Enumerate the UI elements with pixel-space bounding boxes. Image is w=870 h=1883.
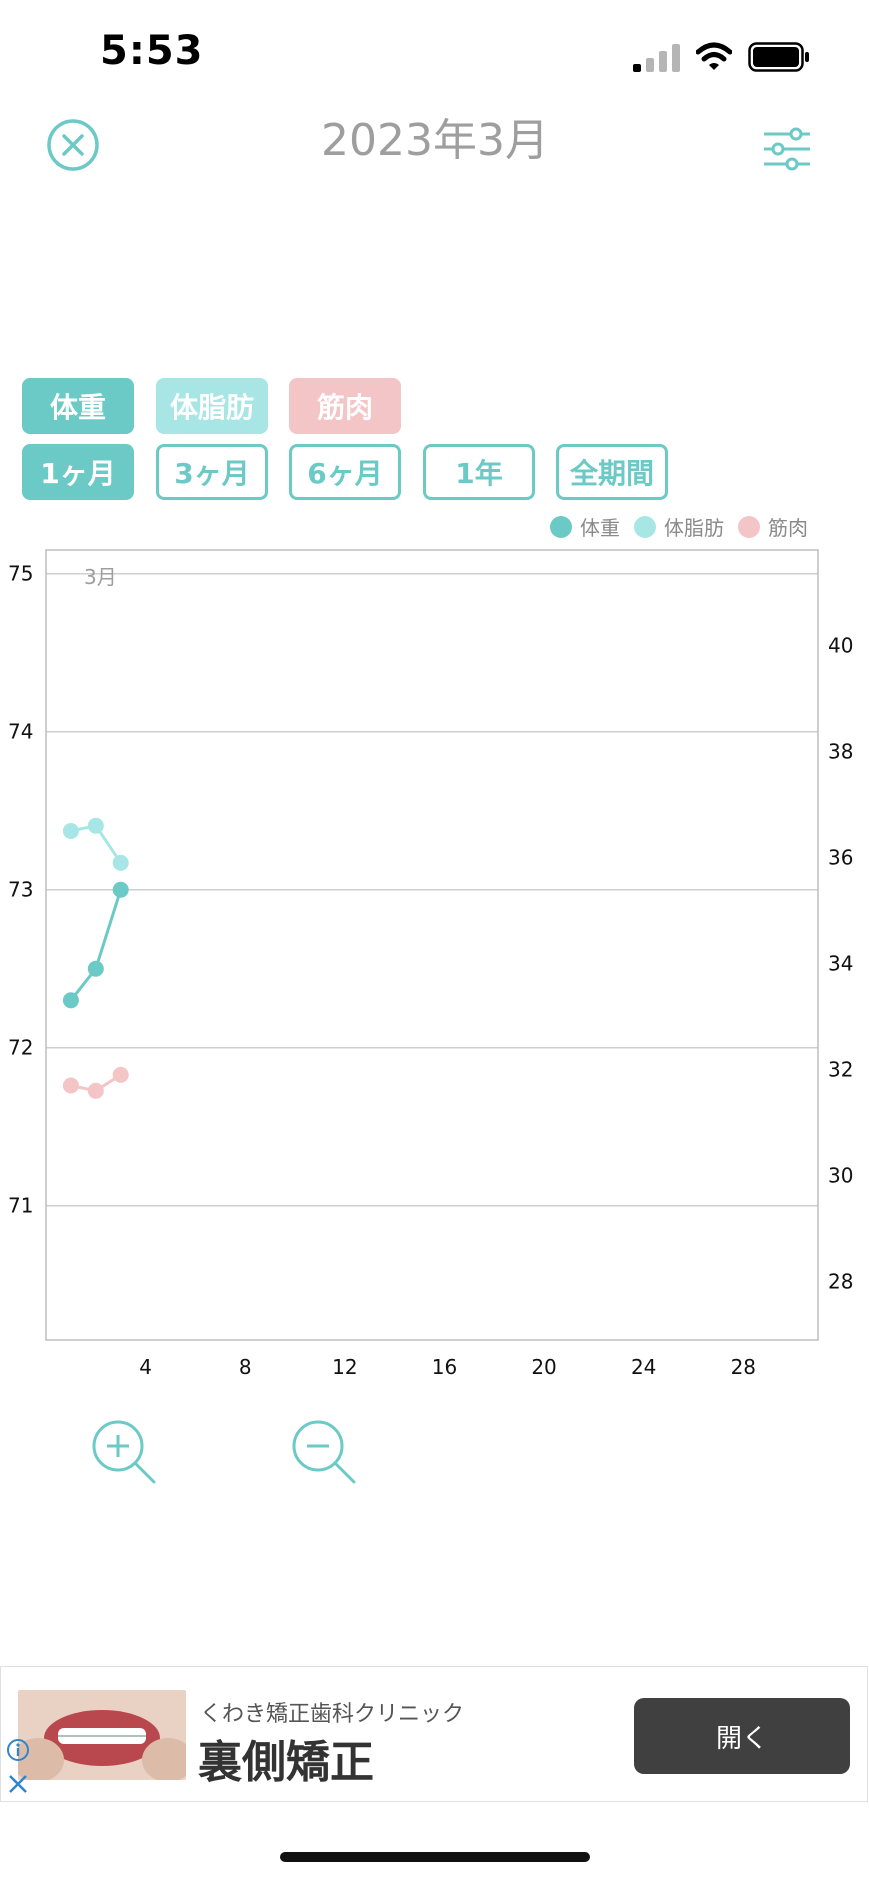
y-left-tick-label: 74 xyxy=(8,720,33,744)
legend-item-weight: 体重 xyxy=(550,512,620,541)
y-left-tick-label: 71 xyxy=(8,1194,33,1218)
page-title: 2023年3月 xyxy=(321,115,549,166)
period-tab-1-year[interactable]: 1年 xyxy=(423,444,535,500)
battery-icon xyxy=(748,42,809,72)
chart-month-label: 3月 xyxy=(84,565,117,589)
metric-tab-body-fat[interactable]: 体脂肪 xyxy=(156,378,268,434)
legend-item-muscle: 筋肉 xyxy=(738,512,808,541)
legend-dot-body-fat xyxy=(634,515,656,538)
y-right-tick-label: 30 xyxy=(828,1164,853,1188)
x-tick-label: 24 xyxy=(631,1355,656,1379)
home-indicator xyxy=(280,1852,590,1862)
wifi-icon xyxy=(696,42,732,70)
data-point xyxy=(62,992,79,1009)
y-left-tick-label: 73 xyxy=(8,878,33,902)
y-left-tick-label: 72 xyxy=(8,1036,33,1060)
close-button[interactable] xyxy=(46,118,100,172)
data-point xyxy=(112,881,129,898)
ad-info-icon[interactable] xyxy=(6,1738,30,1762)
zoom-in-icon[interactable] xyxy=(90,1418,162,1490)
y-right-tick-label: 38 xyxy=(828,739,853,763)
legend-dot-muscle xyxy=(738,515,760,538)
data-point xyxy=(112,854,129,871)
cellular-signal-icon xyxy=(633,44,680,72)
ad-subtitle: くわき矯正歯科クリニック xyxy=(200,1702,465,1727)
period-tab-6-months[interactable]: 6ヶ月 xyxy=(289,444,401,500)
period-tab-all[interactable]: 全期間 xyxy=(556,444,668,500)
y-right-tick-label: 36 xyxy=(828,846,853,870)
data-point xyxy=(87,960,104,977)
x-tick-label: 12 xyxy=(332,1355,357,1379)
ad-close-icon[interactable] xyxy=(6,1772,30,1796)
ad-image[interactable] xyxy=(18,1690,186,1780)
series-line-0 xyxy=(69,889,123,1002)
period-tab-1-month[interactable]: 1ヶ月 xyxy=(22,444,134,500)
chart-series xyxy=(62,817,129,1099)
ad-open-button[interactable]: 開く xyxy=(634,1698,850,1774)
x-tick-label: 4 xyxy=(139,1355,152,1379)
legend-dot-weight xyxy=(550,515,572,538)
line-chart: 3月 71 72 73 74 75 28 30 32 34 36 38 40 4 8 12 16 20 24 28 xyxy=(8,549,853,1379)
metric-tab-muscle[interactable]: 筋肉 xyxy=(289,378,401,434)
x-tick-label: 16 xyxy=(432,1355,457,1379)
chart-legend: 体重 体脂肪 筋肉 xyxy=(550,512,808,541)
chart-ticks: 71 72 73 74 75 28 30 32 34 36 38 40 4 8 12 16 20 24 28 xyxy=(8,562,853,1379)
metric-tab-weight[interactable]: 体重 xyxy=(22,378,134,434)
y-right-tick-label: 40 xyxy=(828,633,853,657)
zoom-out-icon[interactable] xyxy=(290,1418,362,1490)
legend-item-body-fat: 体脂肪 xyxy=(634,512,724,541)
plot-frame xyxy=(45,549,819,1341)
chart-grid xyxy=(46,572,818,1207)
data-point xyxy=(62,1077,79,1094)
status-time: 5:53 xyxy=(100,28,204,74)
data-point xyxy=(87,1082,104,1099)
x-tick-label: 28 xyxy=(731,1355,756,1379)
y-right-tick-label: 34 xyxy=(828,952,853,976)
y-right-tick-label: 32 xyxy=(828,1058,853,1082)
ad-title: 裏側矯正 xyxy=(198,1737,374,1788)
period-tab-3-months[interactable]: 3ヶ月 xyxy=(156,444,268,500)
legend-label-body-fat: 体脂肪 xyxy=(664,516,724,540)
legend-label-muscle: 筋肉 xyxy=(768,516,808,540)
data-point xyxy=(112,1066,129,1083)
y-left-tick-label: 75 xyxy=(8,562,33,586)
x-tick-label: 20 xyxy=(531,1355,556,1379)
y-right-tick-label: 28 xyxy=(828,1270,853,1294)
data-point xyxy=(87,817,104,834)
filter-settings-icon[interactable] xyxy=(760,126,814,172)
legend-label-weight: 体重 xyxy=(580,516,620,540)
data-point xyxy=(62,823,79,840)
x-tick-label: 8 xyxy=(239,1355,252,1379)
